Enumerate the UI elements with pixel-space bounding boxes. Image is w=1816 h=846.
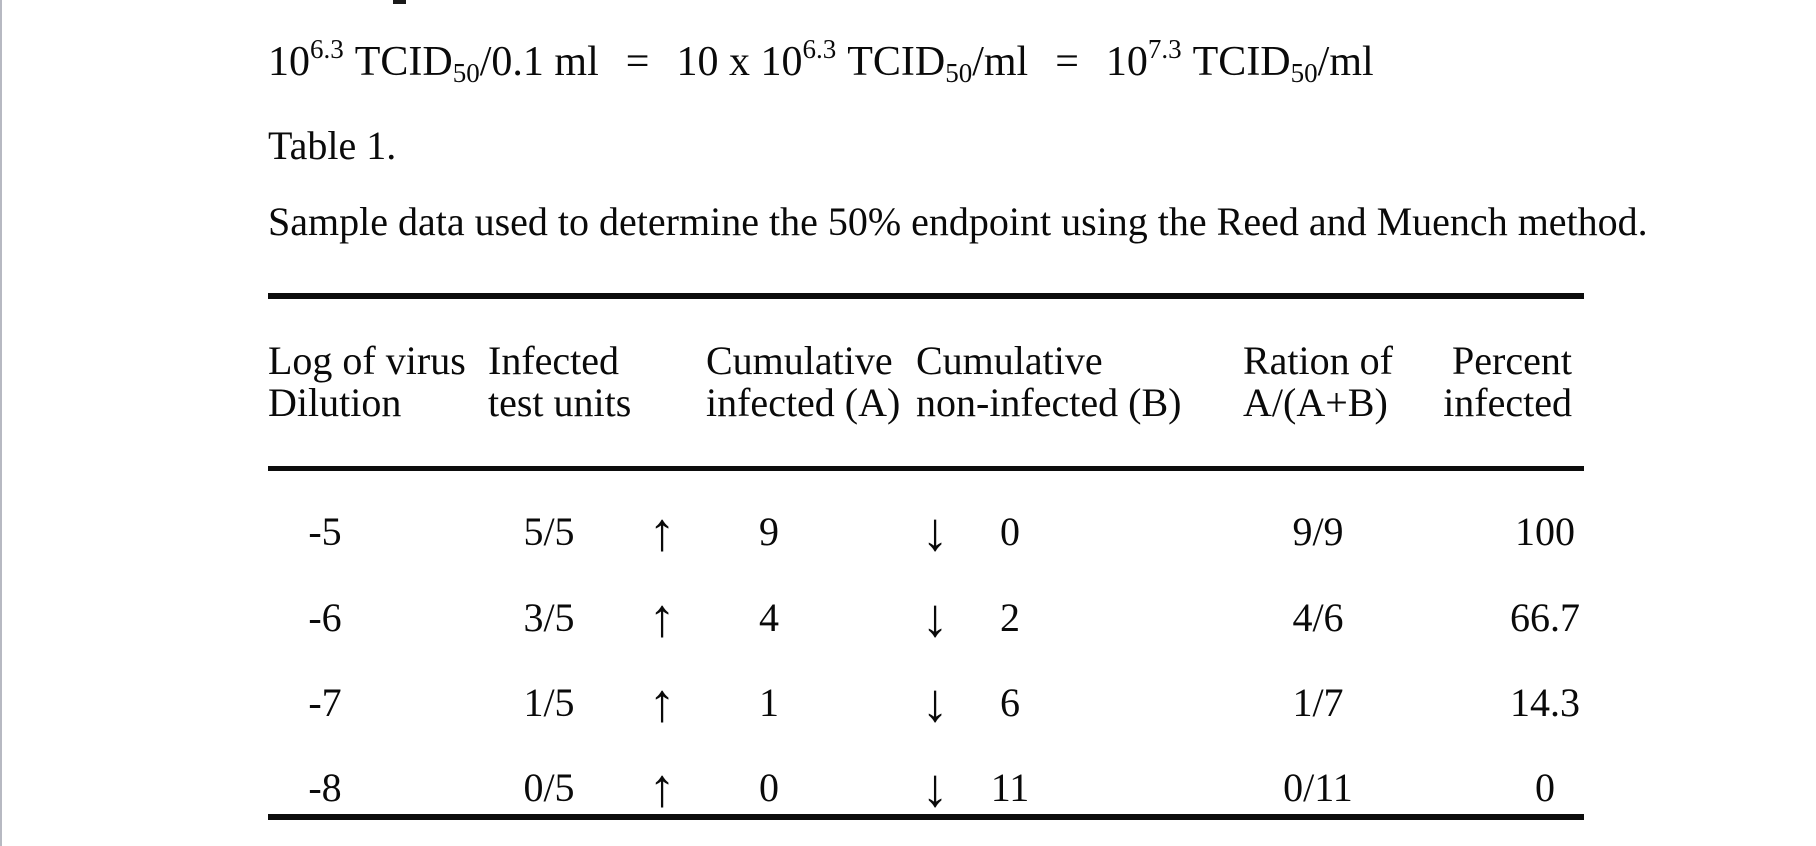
page-left-border [0, 0, 2, 846]
cell-ratio: 0/11 [1283, 765, 1353, 810]
header-cumulative-non-infected: Cumulative non-infected (B) [916, 338, 1182, 425]
cell-ratio: 1/7 [1292, 680, 1344, 725]
header-ration-of: Ration of A/(A+B) [1243, 338, 1393, 425]
cell-percent: 14.3 [1510, 680, 1580, 725]
cell-infected-units: 5/5 [523, 509, 575, 554]
cell-infected-units: 3/5 [523, 595, 575, 640]
cell-cumulative-infected: 1 [759, 680, 779, 725]
cell-cumulative-infected: 0 [759, 765, 779, 810]
table-row: -7 1/5 ↑ 1 ↓ 6 1/7 14.3 [0, 673, 1816, 733]
subscript: 50 [452, 58, 480, 88]
down-arrow-icon: ↓ [921, 502, 949, 562]
cell-cumulative-infected: 9 [759, 509, 779, 554]
cell-infected-units: 0/5 [523, 765, 575, 810]
subscript: 50 [945, 58, 973, 88]
down-arrow-icon: ↓ [921, 588, 949, 648]
tcid-conversion-formula: 106.3 TCID50/0.1 ml = 10 x 106.3 TCID50/ml = 1… [268, 34, 1374, 92]
cell-cumulative-noninfected: 11 [990, 765, 1030, 810]
formula-term-1: 106.3 TCID50/0.1 ml [268, 34, 599, 88]
down-arrow-icon: ↓ [921, 758, 949, 818]
equals-sign: = [1055, 39, 1079, 85]
up-arrow-icon: ↑ [648, 502, 676, 562]
cell-cumulative-infected: 4 [759, 595, 779, 640]
up-arrow-icon: ↑ [648, 758, 676, 818]
down-arrow-icon: ↓ [921, 673, 949, 733]
subscript: 50 [1290, 58, 1318, 88]
cell-ratio: 9/9 [1292, 509, 1344, 554]
table-caption: Sample data used to determine the 50% en… [268, 199, 1648, 244]
header-infected-test-units: Infected test units [488, 338, 632, 425]
table-header-rule [268, 466, 1584, 471]
table-row: -8 0/5 ↑ 0 ↓ 11 0/11 0 [0, 758, 1816, 818]
superscript: 6.3 [310, 34, 344, 64]
header-percent-infected: Percent infected [1443, 338, 1572, 425]
table-bottom-rule [268, 814, 1584, 820]
table-top-rule [268, 293, 1584, 299]
table-number-label: Table 1. [268, 123, 397, 168]
cell-percent: 100 [1515, 509, 1575, 554]
cell-dilution: -6 [308, 595, 342, 640]
header-log-of-virus-dilution: Log of virus Dilution [268, 338, 466, 425]
cell-dilution: -5 [308, 509, 342, 554]
cell-cumulative-noninfected: 2 [1000, 595, 1020, 640]
up-arrow-icon: ↑ [648, 588, 676, 648]
table-row: -5 5/5 ↑ 9 ↓ 0 9/9 100 [0, 502, 1816, 562]
cell-infected-units: 1/5 [523, 680, 575, 725]
cell-dilution: -7 [308, 680, 342, 725]
up-arrow-icon: ↑ [648, 673, 676, 733]
formula-term-3: 107.3 TCID50/ml [1105, 34, 1374, 88]
clipped-text-fragment [393, 0, 406, 4]
formula-term-2: 10 x 106.3 TCID50/ml [676, 34, 1029, 88]
cell-dilution: -8 [308, 765, 342, 810]
cell-percent: 66.7 [1510, 595, 1580, 640]
cell-cumulative-noninfected: 0 [1000, 509, 1020, 554]
cell-cumulative-noninfected: 6 [1000, 680, 1020, 725]
cell-percent: 0 [1535, 765, 1555, 810]
equals-sign: = [625, 39, 650, 85]
superscript: 6.3 [802, 34, 837, 64]
superscript: 7.3 [1147, 34, 1182, 64]
table-row: -6 3/5 ↑ 4 ↓ 2 4/6 66.7 [0, 588, 1816, 648]
header-cumulative-infected: Cumulative infected (A) [706, 338, 901, 425]
cell-ratio: 4/6 [1292, 595, 1344, 640]
